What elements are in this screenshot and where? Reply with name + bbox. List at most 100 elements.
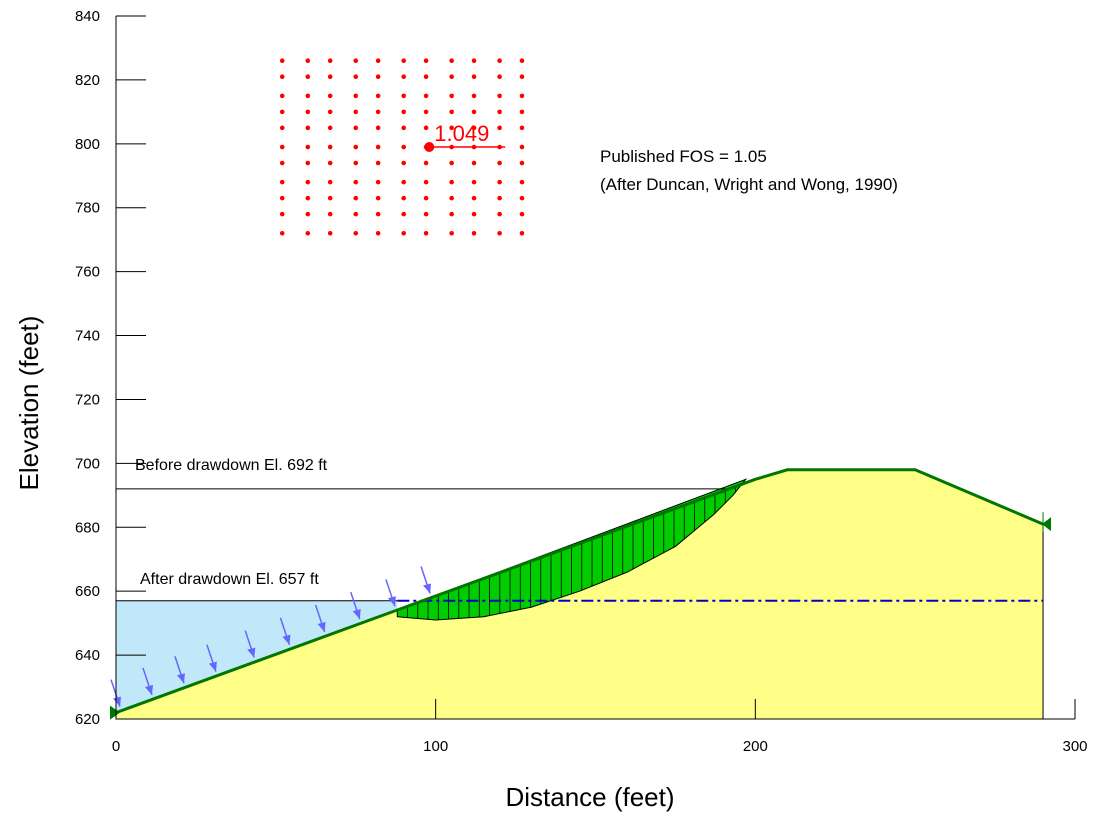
grid-center-point — [375, 74, 381, 80]
grid-center-point — [305, 195, 311, 201]
load-arrow-head — [144, 684, 153, 695]
reference-note: (After Duncan, Wright and Wong, 1990) — [600, 175, 898, 194]
grid-center-point — [305, 74, 311, 80]
grid-center-point — [305, 211, 311, 217]
grid-center-point — [375, 179, 381, 185]
grid-center-point — [279, 179, 285, 185]
grid-center-point — [471, 74, 477, 80]
y-tick-label: 680 — [75, 519, 100, 536]
y-axis-title: Elevation (feet) — [14, 316, 44, 491]
reservoir-water — [116, 600, 398, 713]
grid-center-point — [519, 109, 525, 115]
grid-center-point — [279, 109, 285, 115]
grid-center-point — [423, 74, 429, 80]
grid-center-point — [471, 109, 477, 115]
grid-center-point — [279, 93, 285, 99]
grid-center-point — [353, 93, 359, 99]
grid-center-point — [279, 230, 285, 236]
grid-center-point — [497, 195, 502, 201]
load-arrow-head — [113, 696, 121, 707]
grid-center-point — [423, 109, 429, 115]
grid-center-point — [279, 74, 285, 80]
grid-center-point — [471, 195, 477, 201]
grid-center-point — [375, 58, 381, 64]
grid-center-point — [401, 93, 407, 99]
grid-center-point — [279, 195, 285, 201]
x-tick-label: 0 — [112, 738, 120, 755]
grid-center-point — [279, 160, 285, 166]
grid-center-point — [449, 195, 454, 201]
y-tick-label: 660 — [75, 583, 100, 600]
y-tick-label: 820 — [75, 72, 100, 89]
grid-center-point — [497, 179, 502, 185]
grid-center-point — [401, 144, 407, 150]
grid-center-point — [449, 160, 454, 166]
grid-center-point — [353, 74, 359, 80]
grid-center-point — [449, 230, 454, 236]
grid-center-point — [327, 160, 333, 166]
grid-center-point — [401, 179, 407, 185]
grid-center-point — [353, 211, 359, 217]
grid-center-point — [305, 93, 311, 99]
grid-center-point — [519, 211, 525, 217]
grid-center-point — [449, 211, 454, 217]
grid-center-point — [471, 58, 477, 64]
soil-body — [115, 469, 1044, 720]
grid-center-point — [305, 230, 311, 236]
grid-center-point — [497, 93, 502, 99]
grid-center-point — [305, 179, 311, 185]
grid-center-point — [327, 74, 333, 80]
grid-center-point — [353, 160, 359, 166]
grid-center-point — [449, 109, 454, 115]
grid-center-point — [375, 93, 381, 99]
load-arrow-head — [317, 621, 326, 632]
grid-center-point — [375, 109, 381, 115]
grid-center-point — [471, 125, 477, 131]
grid-center-point — [353, 230, 359, 236]
grid-center-point — [375, 195, 381, 201]
grid-center-point — [375, 160, 381, 166]
y-tick-label: 800 — [75, 136, 100, 153]
grid-center-point — [471, 93, 477, 99]
load-arrow-head — [352, 609, 361, 620]
grid-center-point — [471, 211, 477, 217]
y-tick-label: 780 — [75, 200, 100, 217]
grid-center-point — [375, 230, 381, 236]
grid-center-point — [305, 144, 311, 150]
grid-center-point — [519, 58, 525, 64]
grid-center-point — [279, 58, 285, 64]
grid-center-point — [327, 144, 333, 150]
grid-center-point — [327, 58, 333, 64]
grid-center-point — [519, 144, 525, 150]
grid-center-point — [327, 211, 333, 217]
grid-center-point — [471, 179, 477, 185]
grid-center-point — [471, 230, 477, 236]
grid-center-point — [353, 195, 359, 201]
grid-center-point — [401, 125, 407, 131]
y-tick-label: 760 — [75, 264, 100, 281]
grid-center-point — [401, 74, 407, 80]
grid-center-point — [449, 58, 454, 64]
grid-center-point — [519, 74, 525, 80]
critical-fos-label: 1.049 — [434, 121, 489, 146]
grid-center-point — [305, 160, 311, 166]
published-fos-note: Published FOS = 1.05 — [600, 147, 767, 166]
x-tick-label: 200 — [743, 738, 768, 755]
grid-center-point — [279, 211, 285, 217]
grid-center-point — [279, 144, 285, 150]
grid-center-point — [497, 109, 502, 115]
before-drawdown-label: Before drawdown El. 692 ft — [135, 457, 328, 474]
grid-center-point — [353, 144, 359, 150]
grid-center-point — [449, 125, 454, 131]
grid-center-point — [497, 160, 502, 166]
grid-center-point — [449, 93, 454, 99]
grid-center-point — [423, 93, 429, 99]
y-tick-label: 840 — [75, 8, 100, 25]
load-arrow-head — [423, 583, 432, 594]
after-drawdown-label: After drawdown El. 657 ft — [140, 571, 319, 588]
grid-center-point — [423, 211, 429, 217]
x-axis-title: Distance (feet) — [505, 782, 674, 812]
grid-center-point — [375, 125, 381, 131]
grid-center-point — [401, 109, 407, 115]
